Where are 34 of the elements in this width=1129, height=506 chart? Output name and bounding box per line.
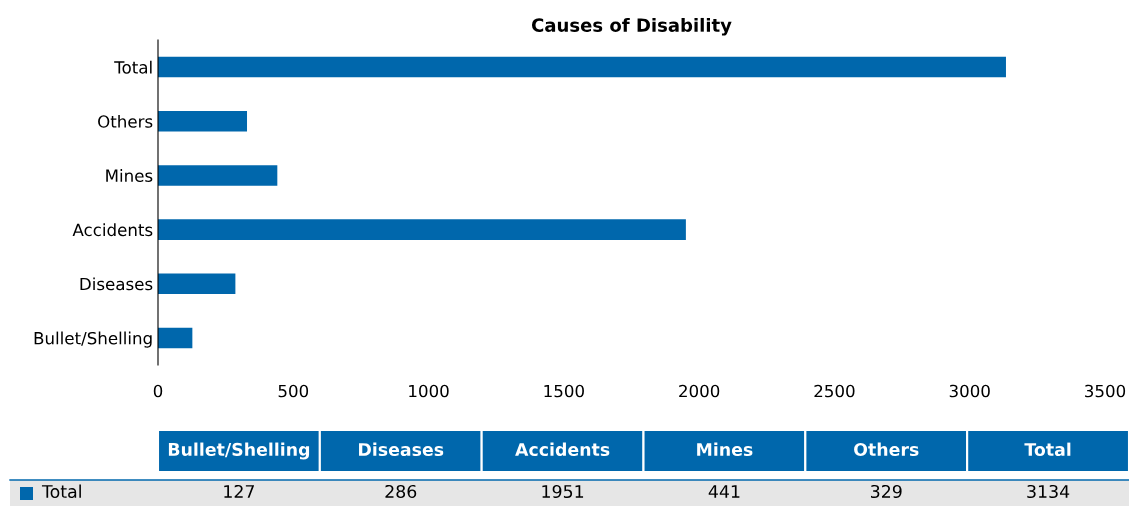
- data-label: 127: [224, 484, 254, 498]
- x-tick-label: 2500: [814, 384, 855, 398]
- y-tick-label: Accidents: [72, 223, 153, 237]
- y-tick-label: Bullet/Shelling: [34, 331, 152, 348]
- bar: [158, 56, 1006, 78]
- y-tick-label: Total: [114, 60, 152, 74]
- category-label: Bullet/Shelling: [168, 442, 310, 460]
- y-tick-label: Others: [98, 114, 153, 128]
- bar: [158, 219, 686, 240]
- x-tick-label: 3000: [949, 384, 990, 398]
- category-label: Diseases: [359, 442, 444, 457]
- x-tick-label: 1500: [544, 384, 584, 398]
- x-tick-label: 3500: [1085, 384, 1126, 398]
- data-label: 3134: [1027, 484, 1070, 499]
- y-tick-label: Diseases: [80, 277, 153, 291]
- category-label: Total: [1024, 442, 1071, 457]
- bar: [158, 273, 236, 295]
- x-tick-label: 2000: [679, 384, 720, 398]
- data-label: 441: [708, 485, 740, 498]
- x-tick-label: 500: [278, 384, 309, 398]
- category-label: Others: [854, 442, 919, 457]
- bar: [158, 327, 193, 349]
- y-tick-label: Mines: [106, 169, 153, 182]
- data-label: 1951: [542, 484, 584, 499]
- category-label: Accidents: [515, 442, 610, 457]
- x-tick-label: 1000: [409, 384, 449, 398]
- x-tick-label: 0: [153, 384, 163, 398]
- series-label: Total: [41, 484, 81, 499]
- data-label: 286: [385, 484, 417, 499]
- chart-title: Causes of Disability: [531, 17, 732, 36]
- data-label: 329: [871, 484, 902, 499]
- bar: [158, 110, 248, 132]
- category-label: Mines: [697, 442, 753, 457]
- bar: [158, 165, 278, 186]
